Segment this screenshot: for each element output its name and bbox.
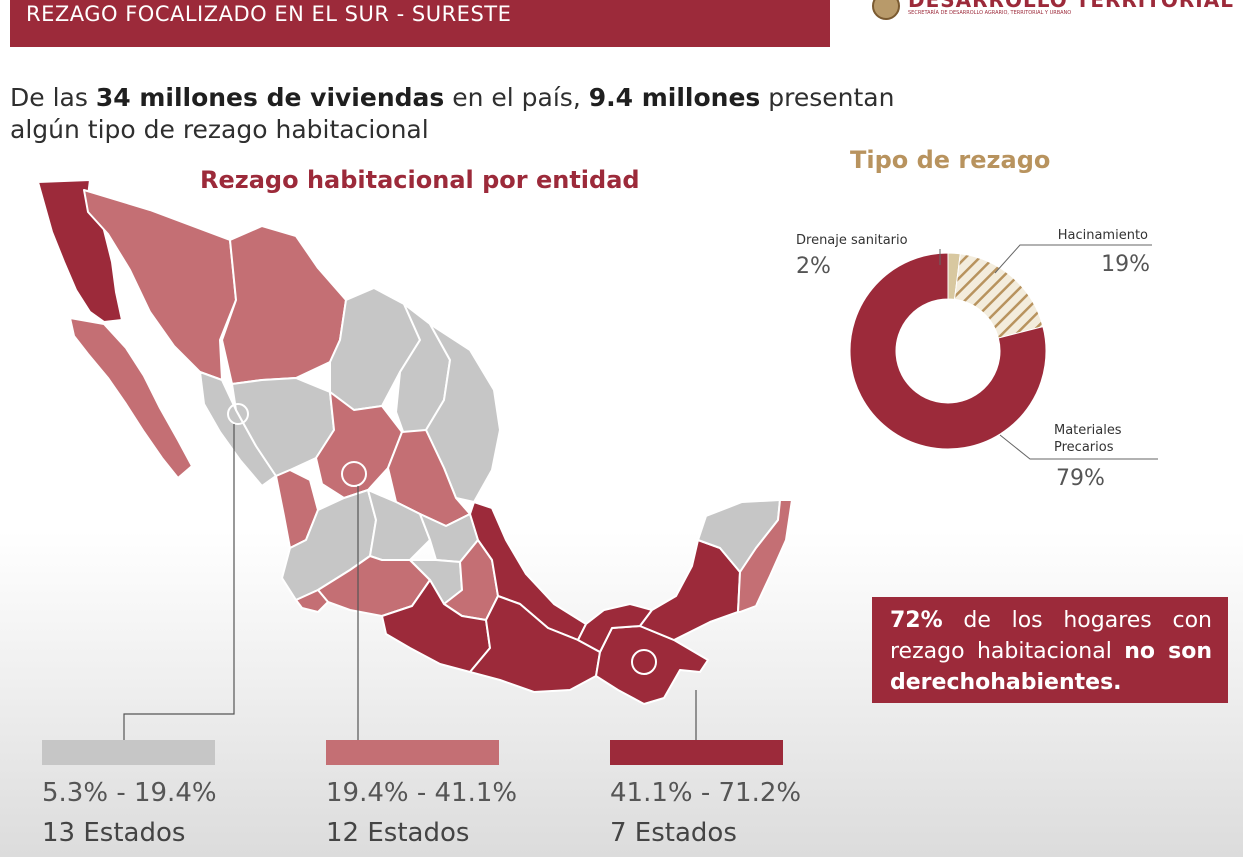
intro-part: De las [10,83,96,112]
state-chihuahua [221,225,347,385]
leader-line-low [123,424,235,740]
donut-slice-materiales-precarios [849,252,1047,450]
state-quintana-roo [737,499,793,613]
state-sinaloa [199,371,277,487]
legend-bar-mid [326,740,499,765]
legend-bar-high [610,740,783,765]
banner-title: REZAGO FOCALIZADO EN EL SUR - SURESTE [26,2,512,26]
intro-bold-households: 34 millones de viviendas [95,83,445,112]
state-chiapas [595,625,709,705]
intro-part: en el país, [444,83,589,112]
legend-count-mid: 12 Estados [326,818,470,848]
donut-chart: Drenaje sanitario 2% Hacinamiento 19% Ma… [796,228,1158,491]
legend-range-low: 5.3% - 19.4% [42,778,217,808]
slice-label-drenaje: Drenaje sanitario [796,233,908,248]
state-colima [295,589,329,613]
logo-subtitle: SECRETARÍA DE DESARROLLO AGRARIO, TERRIT… [908,10,1072,16]
header-banner: REZAGO FOCALIZADO EN EL SUR - SURESTE [10,0,830,47]
leader-hacinamiento [994,244,1152,274]
slice-label-materiales-2: Precarios [1054,440,1114,455]
institution-logo: DESARROLLO TERRITORIAL SECRETARÍA DE DES… [868,0,1240,20]
slice-value-drenaje: 2% [796,254,831,279]
marker-circle-low [227,403,249,425]
mexico-map [37,179,793,740]
slice-value-hacinamiento: 19% [1101,252,1150,277]
derechohabientes-callout: 72% de los hogares con rezago habitacion… [872,597,1228,703]
state-tamaulipas [425,323,501,503]
callout-text: de los hogares con rezago habitacional [890,608,1212,664]
intro-part: presentan algún tipo de rezago habitacio… [10,83,895,144]
legend-range-mid: 19.4% - 41.1% [326,778,518,808]
legend-count-low: 13 Estados [42,818,186,848]
slice-label-materiales-1: Materiales [1054,423,1122,438]
marker-circle-high [631,649,657,675]
map-title: Rezago habitacional por entidad [200,166,640,194]
marker-circle-mid [341,461,367,487]
donut-slice-hacinamiento [953,253,1044,339]
seal-icon [872,0,900,20]
legend-range-high: 41.1% - 71.2% [610,778,802,808]
donut-title: Tipo de rezago [850,146,1051,174]
callout-percent: 72% [890,608,943,633]
intro-text: De las 34 millones de viviendas en el pa… [10,82,970,146]
donut-slices [849,252,1047,450]
logo-title: DESARROLLO TERRITORIAL [908,0,1234,12]
legend-count-high: 7 Estados [610,818,737,848]
callout-bold-text: no son derechohabientes. [890,639,1212,695]
legend-bar-low [42,740,215,765]
slice-value-materiales: 79% [1056,466,1105,491]
state-baja-california-sur [69,317,193,479]
intro-bold-millions: 9.4 millones [588,83,761,112]
slice-label-hacinamiento: Hacinamiento [1058,228,1148,243]
leader-materiales [999,434,1158,460]
